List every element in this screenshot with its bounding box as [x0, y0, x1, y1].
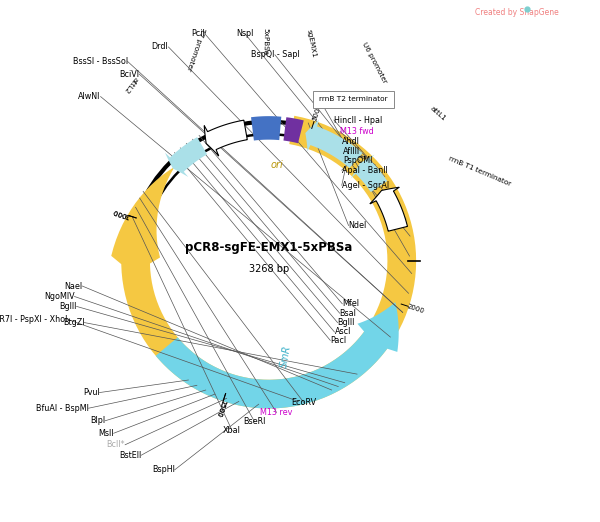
Text: BtgZI: BtgZI: [63, 318, 85, 327]
Text: PaeR7I - PspXI - XhoI: PaeR7I - PspXI - XhoI: [0, 315, 68, 324]
Text: 5xPBSa: 5xPBSa: [262, 28, 268, 55]
Text: ori: ori: [271, 160, 283, 170]
Text: 3268 bp: 3268 bp: [248, 264, 289, 274]
Text: M13 fwd: M13 fwd: [340, 127, 374, 136]
Text: 3000: 3000: [112, 207, 131, 219]
Text: EcoRV: EcoRV: [292, 398, 317, 408]
Polygon shape: [156, 302, 399, 408]
Text: HincII - HpaI: HincII - HpaI: [334, 115, 382, 125]
Text: sgEMX1: sgEMX1: [305, 29, 317, 58]
FancyBboxPatch shape: [313, 91, 394, 108]
Text: BstEII: BstEII: [119, 450, 142, 460]
Text: 2500: 2500: [215, 399, 226, 418]
Text: AlwNI: AlwNI: [78, 92, 101, 101]
Text: BglII: BglII: [338, 318, 355, 327]
Text: U6 promoter: U6 promoter: [361, 41, 388, 85]
Text: rrnB T1 terminator: rrnB T1 terminator: [448, 156, 512, 187]
Text: DrdI: DrdI: [152, 42, 169, 52]
Text: 1500: 1500: [215, 399, 226, 418]
Text: BlpI: BlpI: [90, 416, 105, 425]
Text: MslI: MslI: [98, 429, 113, 438]
Text: pCR8-sgFE-EMX1-5xPBSa: pCR8-sgFE-EMX1-5xPBSa: [185, 242, 352, 254]
Text: BssSI - BssSoI: BssSI - BssSoI: [73, 57, 128, 66]
Text: XbaI: XbaI: [223, 426, 241, 435]
Text: BfuAI - BspMI: BfuAI - BspMI: [36, 404, 89, 413]
Text: PacI: PacI: [330, 336, 346, 345]
Text: AhdI: AhdI: [342, 137, 359, 147]
Polygon shape: [370, 187, 407, 231]
Text: PciI: PciI: [191, 29, 205, 39]
Text: NaeI: NaeI: [64, 281, 82, 291]
Text: NgoMIV: NgoMIV: [44, 292, 74, 301]
Text: BspQI - SapI: BspQI - SapI: [251, 50, 299, 60]
Text: Created by SnapGene: Created by SnapGene: [475, 8, 559, 17]
Text: attL2: attL2: [122, 75, 139, 93]
Text: AgeI - SgrAI: AgeI - SgrAI: [342, 181, 389, 190]
Text: BclI*: BclI*: [107, 440, 125, 449]
Text: PvuI: PvuI: [83, 388, 100, 397]
Text: BciVI: BciVI: [119, 69, 139, 79]
Text: M13 rev: M13 rev: [260, 408, 293, 417]
Text: 1000: 1000: [112, 207, 131, 219]
Text: BsaI: BsaI: [340, 309, 356, 318]
Polygon shape: [111, 116, 416, 408]
Text: NspI: NspI: [236, 29, 254, 39]
Text: attL1: attL1: [429, 105, 447, 122]
Text: NdeI: NdeI: [349, 221, 367, 230]
Text: MfeI: MfeI: [342, 299, 359, 309]
Text: AscI: AscI: [334, 327, 351, 337]
Polygon shape: [251, 116, 281, 140]
Polygon shape: [165, 137, 207, 177]
Text: BspHI: BspHI: [152, 465, 175, 474]
Polygon shape: [283, 117, 304, 143]
Text: PspOMI: PspOMI: [343, 156, 372, 165]
Text: 2000: 2000: [407, 303, 425, 315]
Polygon shape: [204, 120, 247, 156]
Text: ApaI - BanII: ApaI - BanII: [342, 165, 388, 175]
Text: AflIII: AflIII: [343, 147, 360, 156]
Text: BseRI: BseRI: [244, 417, 266, 426]
Text: T7 promoter: T7 promoter: [185, 27, 206, 71]
Text: rrnB T2 terminator: rrnB T2 terminator: [319, 96, 388, 102]
Text: BglII: BglII: [59, 302, 77, 311]
Text: SmR: SmR: [278, 344, 292, 368]
Polygon shape: [305, 120, 362, 168]
Text: 500: 500: [311, 106, 322, 121]
Polygon shape: [350, 155, 387, 192]
